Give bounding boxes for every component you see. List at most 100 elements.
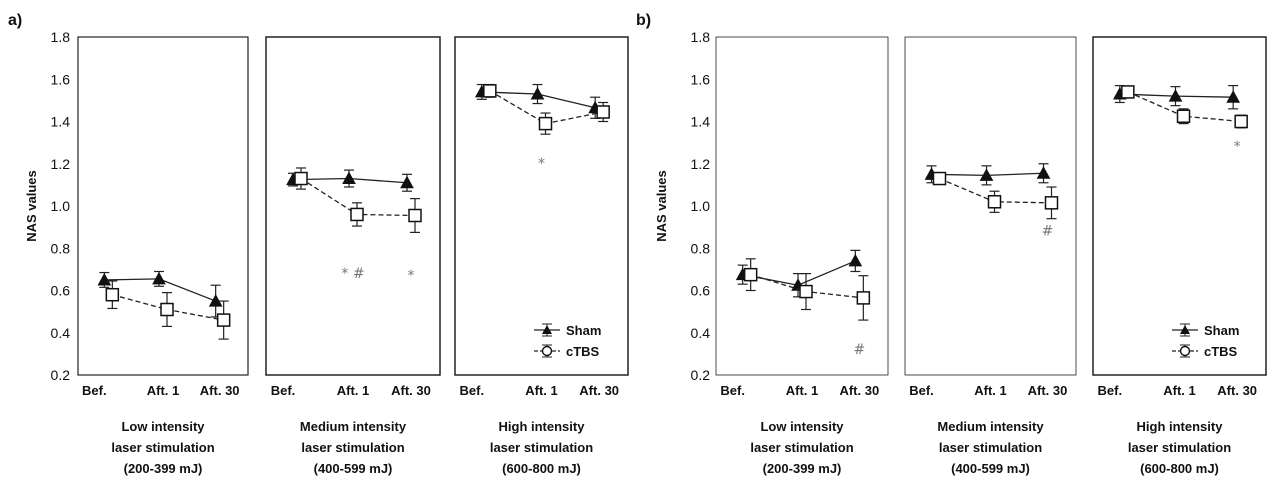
y-tick-label: 0.8 <box>691 240 711 256</box>
legend: Sham cTBS <box>534 323 601 359</box>
y-tick-label: 0.6 <box>51 283 71 299</box>
data-point-triangle <box>97 272 112 286</box>
y-tick-label: 1.0 <box>691 198 711 214</box>
x-tick-label: Aft. 1 <box>1163 383 1196 398</box>
legend-entry-ctbs: cTBS <box>1172 344 1238 359</box>
subplot-3: Bef. Aft. 1 Aft. 30 * High intensity laser st… <box>454 36 629 476</box>
figure-b: b) 0.2 0.4 0.6 0.8 1.0 1.2 1.4 1.6 1.8 NAS values B… <box>636 12 1267 476</box>
legend-label: Sham <box>566 323 601 338</box>
data-point-square <box>1176 109 1191 123</box>
subplot-caption-line: High intensity <box>1137 419 1224 434</box>
y-tick-label: 0.8 <box>51 240 71 256</box>
data-point-square <box>350 207 364 222</box>
subplot-caption-line: Medium intensity <box>300 419 407 434</box>
y-tick-label: 1.6 <box>51 71 71 87</box>
y-axis-label: NAS values <box>24 170 39 242</box>
subplot-caption-line: laser stimulation <box>1128 440 1231 455</box>
x-tick-label: Aft. 1 <box>974 383 1007 398</box>
data-point-square <box>596 105 610 119</box>
data-point-triangle <box>1036 166 1051 179</box>
plot-frame <box>265 36 441 376</box>
x-tick-label: Bef. <box>82 383 107 398</box>
x-tick-label: Aft. 30 <box>200 383 240 398</box>
subplot-caption-line: Low intensity <box>760 419 844 434</box>
subplot-caption-line: laser stimulation <box>939 440 1042 455</box>
series-ctbs <box>483 83 610 135</box>
subplot-2: Bef. Aft. 1 Aft. 30 # Medium intensity laser … <box>904 36 1077 476</box>
x-tick-label: Aft. 30 <box>1217 383 1257 398</box>
data-point-triangle <box>1226 90 1241 103</box>
y-tick-label: 1.8 <box>691 29 711 45</box>
x-tick-label: Bef. <box>720 383 745 398</box>
significance-annotation: * # <box>341 266 364 282</box>
data-point-triangle <box>1168 89 1183 102</box>
data-point-triangle <box>530 86 545 100</box>
data-point-square <box>105 287 120 302</box>
legend-circle-marker <box>541 345 553 357</box>
data-point-square <box>483 84 497 98</box>
y-tick-label: 0.4 <box>51 325 71 341</box>
legend-label: cTBS <box>1204 344 1238 359</box>
x-tick-label: Aft. 30 <box>1028 383 1068 398</box>
legend-entry-sham: Sham <box>534 323 601 338</box>
plot-frame <box>1092 36 1267 376</box>
data-point-square <box>216 313 231 327</box>
subplot-2: Bef. Aft. 1 Aft. 30 * # * Medium intensity las… <box>265 36 441 476</box>
data-point-triangle <box>979 168 994 181</box>
y-tick-label: 1.8 <box>51 29 71 45</box>
subplot-caption-line: (600-800 mJ) <box>502 461 581 476</box>
data-point-triangle <box>152 271 166 285</box>
subplot-caption-line: (400-599 mJ) <box>314 461 393 476</box>
series-sham <box>97 270 223 318</box>
legend-circle-marker <box>1179 345 1191 357</box>
series-ctbs <box>1121 85 1248 129</box>
subplot-caption-line: laser stimulation <box>490 440 593 455</box>
y-tick-label: 1.2 <box>51 156 71 172</box>
legend-entry-sham: Sham <box>1172 323 1239 338</box>
data-point-square <box>538 116 553 131</box>
x-tick-label: Aft. 1 <box>525 383 558 398</box>
y-tick-label: 1.6 <box>691 71 711 87</box>
panel-label: a) <box>8 12 22 29</box>
data-point-square <box>987 195 1002 209</box>
data-point-square <box>1121 85 1135 99</box>
series-ctbs <box>105 280 231 340</box>
data-point-square <box>1044 196 1059 210</box>
subplot-caption-line: (600-800 mJ) <box>1140 461 1219 476</box>
y-tick-label: 1.2 <box>691 156 711 172</box>
subplot-caption-line: laser stimulation <box>111 440 214 455</box>
subplot-1: Bef. Aft. 1 Aft. 30 # Low intensity laser sti… <box>715 36 889 476</box>
x-tick-label: Aft. 30 <box>579 383 619 398</box>
data-point-triangle <box>400 175 414 189</box>
data-point-triangle <box>342 171 356 185</box>
legend: Sham cTBS <box>1172 323 1239 359</box>
y-axis-label: NAS values <box>654 170 669 242</box>
subplot-caption-line: High intensity <box>499 419 586 434</box>
x-tick-label: Bef. <box>460 383 485 398</box>
subplot-caption-line: laser stimulation <box>750 440 853 455</box>
plot-frame <box>904 36 1077 376</box>
series-sham <box>286 169 414 192</box>
plot-frame <box>715 36 889 376</box>
plot-frame <box>77 36 249 376</box>
y-tick-label: 0.6 <box>691 283 711 299</box>
subplot-caption-line: laser stimulation <box>301 440 404 455</box>
y-tick-label: 0.2 <box>691 367 711 383</box>
subplot-1: Bef. Aft. 1 Aft. 30 Low intensity laser stim… <box>77 36 249 476</box>
significance-annotation: * <box>408 268 415 284</box>
data-point-square <box>856 291 871 305</box>
significance-annotation: # <box>1042 224 1054 240</box>
subplot-3: Bef. Aft. 1 Aft. 30 * High intensity laser st… <box>1092 36 1267 476</box>
y-tick-label: 1.0 <box>51 198 71 214</box>
x-tick-label: Aft. 1 <box>147 383 180 398</box>
data-point-square <box>408 208 422 223</box>
legend-label: cTBS <box>566 344 600 359</box>
y-tick-label: 0.4 <box>691 325 711 341</box>
data-point-triangle <box>848 253 863 267</box>
x-tick-label: Bef. <box>909 383 934 398</box>
legend-entry-ctbs: cTBS <box>534 344 600 359</box>
series-ctbs <box>294 167 422 234</box>
data-point-square <box>1234 114 1248 129</box>
x-tick-label: Aft. 1 <box>337 383 370 398</box>
